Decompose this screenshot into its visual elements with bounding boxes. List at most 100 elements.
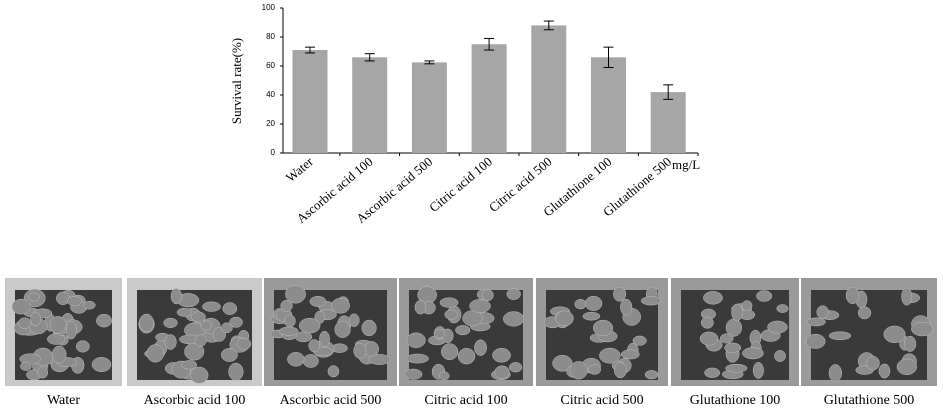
leaf: [592, 319, 614, 336]
leaf: [494, 365, 510, 379]
photo-caption: Citric acid 500: [560, 393, 643, 408]
leaf: [327, 365, 340, 378]
bar: [591, 57, 626, 153]
bar: [531, 25, 567, 153]
leaf: [30, 311, 42, 327]
photo-caption: Citric acid 100: [424, 393, 507, 408]
leaf: [444, 309, 458, 320]
leaf: [704, 367, 721, 378]
leaf: [620, 298, 633, 316]
leaf: [741, 300, 753, 312]
leaf: [438, 371, 450, 381]
bar: [471, 44, 507, 153]
leaf: [492, 348, 511, 363]
leaf: [569, 361, 588, 380]
leaf: [699, 331, 719, 346]
leaf: [20, 361, 32, 371]
leaf: [433, 328, 445, 339]
leaf: [878, 363, 891, 379]
leaf: [555, 310, 574, 327]
leaf: [191, 311, 206, 323]
leaf: [904, 335, 917, 352]
leaf: [752, 361, 764, 379]
leaf: [181, 360, 198, 370]
leaf: [724, 342, 742, 353]
leaf: [47, 333, 66, 345]
leaf: [414, 300, 427, 315]
unit-label: mg/L: [672, 157, 700, 172]
leaf: [700, 316, 714, 329]
leaf: [280, 299, 293, 312]
y-tick-label: 20: [266, 119, 275, 128]
leaf: [731, 303, 744, 321]
leaf: [439, 297, 459, 308]
bar: [411, 62, 447, 153]
leaf: [221, 322, 233, 334]
leaf: [319, 330, 330, 348]
leaf: [620, 349, 640, 360]
bar: [650, 92, 686, 153]
leaf: [632, 335, 647, 346]
y-tick-label: 60: [266, 61, 275, 70]
photo-caption: Ascorbic acid 100: [144, 393, 246, 408]
photo-caption: Glutathione 100: [690, 393, 781, 408]
leaf: [599, 347, 621, 364]
leaf: [896, 358, 917, 375]
leaf: [644, 370, 659, 380]
leaf: [588, 364, 601, 375]
leaf: [503, 311, 525, 327]
leaf: [582, 311, 601, 321]
error-bar: [543, 20, 554, 31]
leaf: [816, 305, 829, 319]
leaf: [170, 288, 182, 305]
leaf: [228, 362, 244, 381]
leaf: [640, 296, 662, 306]
y-tick-label: 40: [266, 90, 275, 99]
leaf: [440, 343, 459, 361]
leaf: [11, 298, 31, 315]
error-bar: [424, 60, 435, 65]
leaf: [348, 313, 360, 327]
leaf: [298, 317, 321, 334]
leaf: [51, 345, 67, 364]
leaf: [163, 317, 178, 328]
leaf: [146, 344, 165, 363]
leaf: [139, 313, 154, 332]
leaf: [283, 314, 296, 328]
leaf: [719, 333, 734, 344]
leaf: [404, 368, 423, 380]
leaf: [285, 285, 306, 304]
leaf: [49, 316, 67, 334]
leaf: [75, 340, 90, 353]
leaf: [828, 331, 852, 341]
leaf: [334, 320, 351, 338]
leaf: [279, 326, 299, 336]
leaf: [28, 292, 40, 302]
leaf: [91, 357, 112, 373]
leaf: [614, 362, 627, 379]
leaf: [806, 317, 826, 327]
leaf: [308, 339, 321, 353]
y-tick-label: 0: [271, 148, 276, 157]
photo-caption: Water: [47, 393, 80, 408]
leaf: [236, 338, 252, 350]
leaf: [845, 286, 860, 305]
leaf: [703, 291, 723, 305]
leaf: [361, 319, 377, 337]
leaf: [474, 339, 487, 356]
leaf: [776, 304, 789, 313]
leaf: [805, 333, 826, 349]
leaf: [508, 362, 523, 373]
leaf: [584, 295, 603, 311]
leaf: [866, 355, 880, 371]
error-bar: [484, 37, 495, 51]
leaf: [65, 320, 77, 340]
leaf: [194, 334, 207, 347]
error-bar: [364, 53, 375, 62]
leaf: [725, 363, 748, 373]
leaf: [66, 296, 83, 306]
leaf: [828, 364, 843, 382]
leaf: [309, 295, 327, 307]
leaf: [742, 347, 764, 360]
